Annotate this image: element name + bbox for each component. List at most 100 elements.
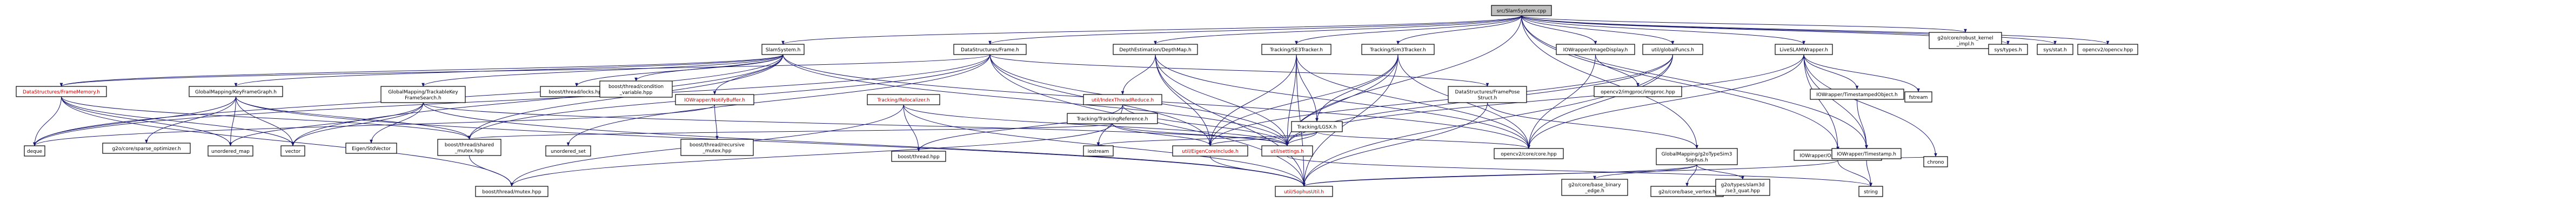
edge-g2osophus-to-g2oslam (1696, 164, 1744, 180)
edge-sim3-to-eigencore (1208, 54, 1399, 146)
node-label: LiveSLAMWrapper.h (1779, 48, 1828, 53)
node-frame[interactable]: DataStructures/Frame.h (953, 44, 1027, 55)
node-label: Eigen/StdVector (352, 146, 391, 152)
node-g2overtex[interactable]: g2o/core/base_vertex.h (1650, 186, 1724, 197)
edge-g2osophus-to-g2obinary (1593, 164, 1697, 180)
node-label: src/SlamSystem.cpp (1497, 9, 1547, 14)
node-label: sys/types.h (1994, 48, 2022, 53)
node-framemem[interactable]: DataStructures/FrameMemory.h (16, 86, 107, 97)
edge-root-to-g2orobust (1521, 15, 1967, 33)
node-box (1594, 86, 1682, 97)
node-kfgraph[interactable]: GlobalMapping/KeyFrameGraph.h (189, 86, 283, 97)
edge-depthmap-to-settings (1155, 54, 1289, 146)
node-sophus[interactable]: util/SophusUtil.h (1275, 186, 1333, 197)
node-label: Tracking/TrackingReference.h (1076, 117, 1148, 122)
edge-kfgraph-to-g2osparse (145, 96, 236, 144)
edge-live-to-timestamp (1803, 54, 1868, 149)
node-label: boost/thread/recursive (690, 143, 745, 148)
node-vector[interactable]: vector (280, 145, 305, 157)
node-depthmap[interactable]: DepthEstimation/DepthMap.h (1113, 44, 1198, 55)
node-bthread[interactable]: boost/thread.hpp (891, 151, 946, 162)
edge-kfgraph-to-deque (33, 96, 236, 146)
edge-framemem-to-sharedmutex (61, 96, 471, 140)
node-root[interactable]: src/SlamSystem.cpp (1491, 5, 1552, 16)
edge-trackref-to-sharedmutex (468, 123, 1113, 140)
edge-root-to-outwrap (1521, 15, 1839, 151)
node-se3[interactable]: Tracking/SE3Tracker.h (1261, 44, 1332, 55)
node-label: g2o/core/base_vertex.h (1658, 190, 1716, 195)
edge-depthmap-to-eigencore (1155, 54, 1212, 146)
edge-live-to-chrono (1803, 54, 1937, 157)
node-tthread[interactable]: util/IndexThreadReduce.h (1083, 94, 1162, 105)
node-sysstat[interactable]: sys/stat.h (2037, 44, 2073, 55)
node-slam[interactable]: SlamSystem.h (761, 44, 805, 55)
node-label: g2o/core/sparse_optimizer.h (112, 146, 180, 152)
node-eigencore[interactable]: util/EigenCoreInclude.h (1172, 145, 1248, 157)
node-imgdisp[interactable]: IOWrapper/ImageDisplay.h (1556, 44, 1635, 55)
node-trackref[interactable]: Tracking/TrackingReference.h (1067, 113, 1158, 124)
edge-slam-to-trackkf (421, 54, 784, 87)
node-live[interactable]: LiveSLAMWrapper.h (1775, 44, 1833, 55)
node-g2obinary[interactable]: g2o/core/base_binary_edge.h (1561, 179, 1628, 196)
node-g2oslam[interactable]: g2o/types/slam3d/se3_quat.hpp (1715, 179, 1770, 196)
node-cvcore[interactable]: opencv2/core/core.hpp (1494, 148, 1564, 159)
node-g2osparse[interactable]: g2o/core/sparse_optimizer.h (102, 143, 191, 154)
edge-trackref-to-eigencore (1112, 123, 1212, 146)
node-label: util/settings.h (1270, 149, 1304, 154)
node-chrono[interactable]: chrono (1923, 156, 1948, 167)
node-relocal[interactable]: Tracking/Relocalizer.h (867, 94, 940, 105)
node-label: unordered_map (211, 149, 250, 154)
edge-imgdisp-to-cvcore (1527, 54, 1596, 149)
edge-relocal-to-settings (903, 104, 1289, 146)
edge-kfgraph-to-vector (236, 96, 295, 146)
node-box (280, 145, 305, 157)
node-notify[interactable]: IOWrapper/NotifyBuffer.h (675, 94, 754, 105)
node-iostream[interactable]: iostream (1083, 145, 1114, 157)
edge-framemem-to-umap (61, 96, 232, 146)
node-box (1261, 44, 1332, 55)
node-box (1904, 91, 1932, 103)
node-settings[interactable]: util/settings.h (1261, 145, 1313, 157)
node-timestamp[interactable]: IOWrapper/Timestamp.h (1831, 148, 1902, 159)
node-box (599, 80, 673, 98)
node-box (867, 94, 940, 105)
node-uset[interactable]: unordered_set (545, 145, 591, 157)
node-imgproc[interactable]: opencv2/imgproc/imgproc.hpp (1594, 86, 1682, 97)
edge-slam-to-vector (291, 54, 784, 146)
node-label: Tracking/SE3Tracker.h (1269, 48, 1323, 53)
node-deque[interactable]: deque (24, 145, 45, 157)
node-sharedmutex[interactable]: boost/thread/shared_mutex.hpp (437, 139, 501, 156)
node-box (1656, 148, 1738, 165)
node-box (1831, 148, 1902, 159)
node-btcond[interactable]: boost/thread/condition_variable.hpp (599, 80, 673, 98)
node-box (1067, 113, 1158, 124)
node-recmutex[interactable]: boost/thread/recursive_mutex.hpp (680, 139, 754, 156)
node-btmutex[interactable]: boost/thread/mutex.hpp (475, 186, 548, 197)
node-umap[interactable]: unordered_map (208, 145, 253, 157)
edge-imgdisp-to-imgproc (1595, 54, 1640, 87)
node-string[interactable]: string (1858, 186, 1883, 197)
edge-se3-to-lgsx (1296, 54, 1319, 122)
node-opencv2[interactable]: opencv2/opencv.hpp (2077, 44, 2138, 55)
node-fstream[interactable]: fstream (1904, 91, 1932, 103)
edge-depthmap-to-tthread (1121, 54, 1156, 95)
edge-trackkf-to-settings (423, 102, 1289, 146)
edge-trackkf-to-umap (229, 102, 424, 146)
node-lgsx[interactable]: Tracking/LGSX.h (1291, 121, 1343, 132)
edge-lgsx-to-iostream (1096, 131, 1317, 146)
edge-root-to-opencv2 (1521, 15, 2110, 45)
node-label: IOWrapper/NotifyBuffer.h (684, 98, 745, 103)
node-sim3[interactable]: Tracking/Sim3Tracker.h (1361, 44, 1435, 55)
node-label: boost/thread.hpp (898, 154, 940, 160)
node-systypes[interactable]: sys/types.h (1988, 44, 2028, 55)
node-label: opencv2/imgproc/imgproc.hpp (1601, 90, 1675, 95)
edge-root-to-globalf (1521, 15, 1675, 45)
edge-g2osophus-to-g2overtex (1685, 164, 1697, 187)
node-globalf[interactable]: util/globalFuncs.h (1642, 44, 1703, 55)
node-tsobj[interactable]: IOWrapper/TimestampedObject.h (1810, 89, 1904, 100)
node-eigenstd[interactable]: Eigen/StdVector (345, 143, 397, 154)
